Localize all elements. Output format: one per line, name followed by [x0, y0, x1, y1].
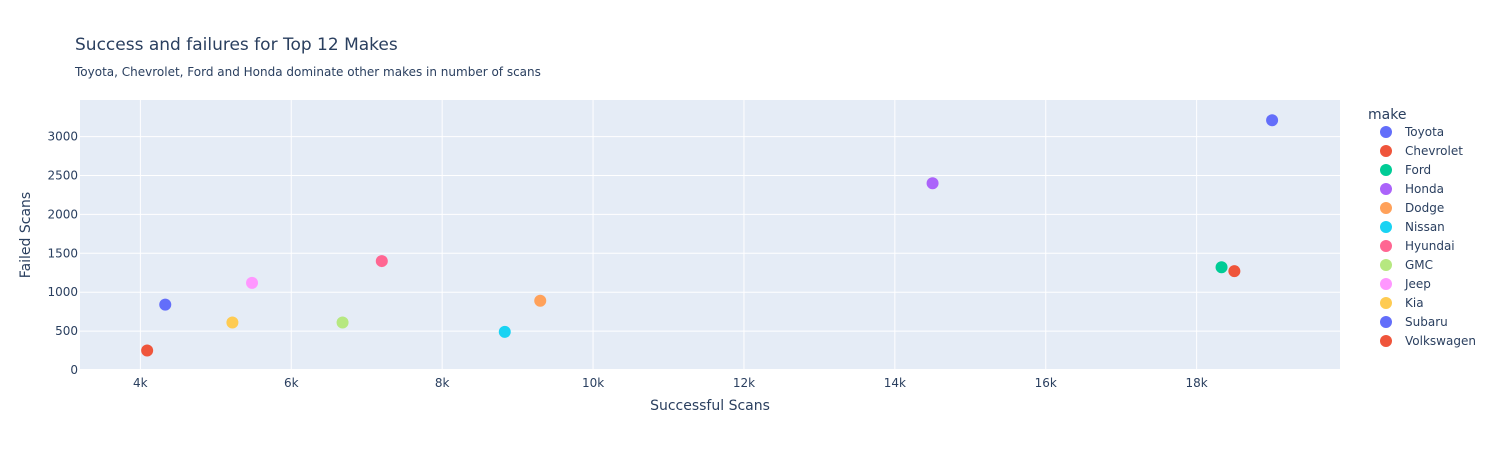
x-tick-label: 18k	[1186, 376, 1208, 390]
legend-item-gmc[interactable]: GMC	[1380, 258, 1433, 272]
legend-marker	[1380, 202, 1392, 214]
legend-label: Toyota	[1404, 125, 1444, 139]
legend-item-ford[interactable]: Ford	[1380, 163, 1431, 177]
legend-label: Kia	[1405, 296, 1424, 310]
x-tick-label: 10k	[582, 376, 604, 390]
legend-item-jeep[interactable]: Jeep	[1380, 277, 1431, 291]
grid-lines	[80, 100, 1340, 371]
legend-marker	[1380, 126, 1392, 138]
point-kia[interactable]	[226, 316, 239, 329]
legend-marker	[1380, 240, 1392, 252]
point-subaru[interactable]	[159, 298, 172, 311]
y-tick-label: 0	[70, 363, 78, 377]
point-jeep[interactable]	[246, 276, 259, 289]
x-tick-label: 8k	[435, 376, 450, 390]
point-volkswagen[interactable]	[141, 344, 154, 357]
legend-marker	[1380, 278, 1392, 290]
legend-item-chevrolet[interactable]: Chevrolet	[1380, 144, 1463, 158]
chart-title: Success and failures for Top 12 Makes	[75, 35, 398, 55]
legend-label: Honda	[1405, 182, 1444, 196]
y-tick-label: 1000	[47, 285, 78, 299]
legend-item-subaru[interactable]: Subaru	[1380, 315, 1448, 329]
legend-label: Nissan	[1405, 220, 1445, 234]
point-gmc[interactable]	[336, 316, 349, 329]
legend-item-volkswagen[interactable]: Volkswagen	[1380, 334, 1476, 348]
point-chevrolet[interactable]	[1228, 265, 1241, 278]
data-points	[141, 114, 1279, 357]
legend-label: GMC	[1405, 258, 1433, 272]
point-nissan[interactable]	[498, 325, 511, 338]
legend-label: Volkswagen	[1405, 334, 1476, 348]
legend-title: make	[1368, 107, 1406, 123]
legend-marker	[1380, 335, 1392, 347]
x-axis-ticks: 4k 6k 8k 10k 12k 14k 16k 18k	[133, 376, 1208, 390]
chart-subtitle: Toyota, Chevrolet, Ford and Honda domina…	[74, 65, 541, 79]
y-tick-label: 1500	[47, 246, 78, 260]
plot-area	[80, 100, 1340, 370]
y-tick-label: 2500	[47, 168, 78, 182]
legend-marker	[1380, 259, 1392, 271]
y-axis-ticks: 0 500 1000 1500 2000 2500 3000	[47, 130, 78, 377]
y-tick-label: 3000	[47, 130, 78, 144]
legend-item-nissan[interactable]: Nissan	[1380, 220, 1445, 234]
y-axis-title: Failed Scans	[18, 192, 34, 278]
legend-marker	[1380, 183, 1392, 195]
legend-label: Jeep	[1404, 277, 1431, 291]
legend: Toyota Chevrolet Ford Honda Dodge Nissan Hyund…	[1380, 125, 1476, 348]
legend-item-hyundai[interactable]: Hyundai	[1380, 239, 1455, 253]
y-tick-label: 2000	[47, 207, 78, 221]
x-tick-label: 16k	[1035, 376, 1057, 390]
legend-label: Subaru	[1405, 315, 1448, 329]
legend-item-kia[interactable]: Kia	[1380, 296, 1424, 310]
legend-marker	[1380, 316, 1392, 328]
legend-label: Hyundai	[1405, 239, 1455, 253]
x-tick-label: 12k	[733, 376, 755, 390]
x-axis-title: Successful Scans	[650, 398, 770, 414]
legend-marker	[1380, 145, 1392, 157]
legend-marker	[1380, 164, 1392, 176]
legend-label: Dodge	[1405, 201, 1444, 215]
point-honda[interactable]	[926, 177, 939, 190]
point-dodge[interactable]	[534, 294, 547, 307]
y-tick-label: 500	[55, 324, 78, 338]
x-tick-label: 14k	[884, 376, 906, 390]
point-ford[interactable]	[1215, 261, 1228, 274]
legend-item-toyota[interactable]: Toyota	[1380, 125, 1444, 139]
legend-item-honda[interactable]: Honda	[1380, 182, 1444, 196]
x-tick-label: 4k	[133, 376, 148, 390]
x-tick-label: 6k	[284, 376, 299, 390]
point-hyundai[interactable]	[375, 255, 388, 268]
legend-marker	[1380, 221, 1392, 233]
legend-label: Ford	[1405, 163, 1431, 177]
point-toyota[interactable]	[1266, 114, 1279, 127]
legend-label: Chevrolet	[1405, 144, 1463, 158]
legend-marker	[1380, 297, 1392, 309]
legend-item-dodge[interactable]: Dodge	[1380, 201, 1444, 215]
